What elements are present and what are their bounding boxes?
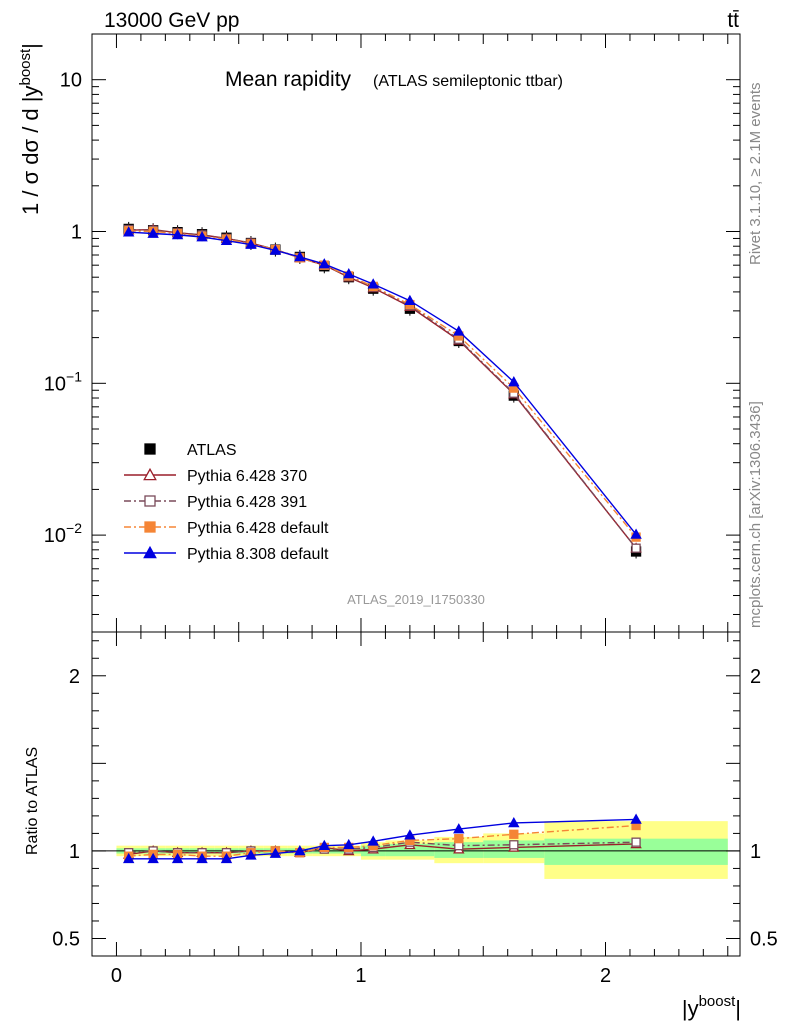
main-point-pythia-8-308-default: [245, 238, 257, 249]
main-point-pythia-8-308-default: [294, 250, 306, 262]
rivet-label: Rivet 3.1.10, ≥ 2.1M events: [747, 83, 764, 266]
ratio-ylabel: Ratio to ATLAS: [24, 747, 41, 855]
analysis-label: ATLAS_2019_I1750330: [347, 592, 485, 607]
main-point-pythia-8-308-default: [343, 268, 355, 279]
legend-entry-pythia-6-428-default: Pythia 6.428 default: [124, 520, 329, 537]
legend-marker: [143, 467, 157, 481]
main-ytick-label: 1: [71, 222, 82, 244]
process-label: tt̄: [727, 9, 739, 32]
ratio-point-pythia-8-308-default: [404, 829, 416, 840]
main-point-pythia-8-308-default: [453, 325, 465, 336]
legend-entry-pythia-8-308-default: Pythia 8.308 default: [124, 545, 329, 563]
ratio-point-pythia-8-308-default: [630, 813, 642, 824]
ratio-ytick-label-right: 1: [750, 841, 761, 863]
xtick-label: 2: [600, 965, 611, 987]
ratio-point-pythia-8-308-default: [294, 844, 306, 856]
ratio-plot-panel: 2 1 0.5 2 1 0.5 0 1 2: [52, 631, 778, 987]
ratio-point-pythia-8-308-default: [453, 823, 465, 834]
main-point-pythia-8-308-default: [147, 227, 159, 238]
ratio-point-pythia-8-308-default: [220, 852, 233, 864]
main-point-pythia-8-308-default: [367, 278, 379, 289]
main-series-pythia-8-308-default: [122, 226, 642, 539]
x-axis-label: |yboost|: [682, 993, 741, 1021]
legend-entry-pythia-6-428-391: Pythia 6.428 391: [124, 494, 307, 511]
ratio-ytick-label-right: 0.5: [750, 928, 778, 950]
ratio-series-pythia-8-308-default: [122, 813, 642, 864]
xtick-label: 0: [111, 965, 122, 987]
ratio-point-pythia-8-308-default: [343, 838, 355, 850]
main-plot-frame: [91, 33, 741, 633]
energy-label: 13000 GeV pp: [104, 9, 239, 32]
main-point-pythia-8-308-default: [122, 226, 135, 237]
legend-label: Pythia 8.308 default: [187, 546, 329, 563]
main-line-pythia-8-308-default: [128, 231, 637, 535]
main-ytick-label: 10−1: [44, 368, 82, 395]
mcplots-label: mcplots.cern.ch [arXiv:1306.3436]: [747, 401, 764, 628]
ratio-axis-ticks: 2 1 0.5 2 1 0.5 0 1 2: [52, 632, 778, 987]
legend-marker: [144, 521, 156, 533]
main-plot-panel: 10 1 10−1 10−2 ATLAS Pythia 6.428 370 Pythia …: [44, 33, 741, 633]
legend-marker: [144, 443, 156, 455]
legend-label: ATLAS: [187, 442, 237, 459]
main-point-pythia-8-308-default: [196, 231, 208, 242]
main-point-pythia-8-308-default: [404, 294, 416, 306]
main-point-pythia-8-308-default: [171, 228, 184, 240]
main-line-pythia-6-428-default: [128, 230, 637, 538]
ratio-point-pythia-6-428-391: [509, 840, 519, 850]
main-point-pythia-8-308-default: [220, 234, 233, 246]
legend-entry-atlas: ATLAS: [144, 442, 237, 459]
ratio-ytick-label: 0.5: [52, 928, 80, 950]
ratio-series-group: [122, 813, 642, 864]
ratio-plot-frame: [91, 631, 741, 957]
ratio-point-pythia-8-308-default: [367, 835, 379, 846]
ratio-point-pythia-8-308-default: [269, 847, 282, 858]
plot-title: Mean rapidity: [225, 68, 352, 91]
ratio-point-pythia-6-428-default: [454, 834, 464, 844]
legend-marker: [143, 545, 157, 559]
xtick-label: 1: [355, 965, 366, 987]
ratio-band-inner: [385, 843, 435, 857]
ratio-point-pythia-6-428-391: [631, 837, 641, 847]
ratio-point-pythia-8-308-default: [122, 852, 135, 864]
main-axis-ticks: 10 1 10−1 10−2: [44, 33, 740, 632]
ratio-ytick-label-right: 2: [750, 666, 761, 688]
ratio-point-pythia-8-308-default: [171, 852, 184, 864]
main-ytick-label: 10−2: [44, 520, 82, 547]
main-point-pythia-8-308-default: [318, 258, 331, 269]
legend-label: Pythia 6.428 370: [187, 468, 307, 485]
main-point-pythia-8-308-default: [630, 528, 642, 539]
ratio-uncertainty-bands: [92, 821, 740, 879]
main-point-pythia-8-308-default: [508, 376, 520, 387]
ratio-point-pythia-6-428-default: [509, 829, 519, 839]
legend-marker: [144, 495, 156, 507]
plot-subtitle: (ATLAS semileptonic ttbar): [373, 73, 563, 90]
ratio-point-pythia-8-308-default: [147, 852, 159, 864]
ratio-point-pythia-8-308-default: [245, 849, 257, 860]
main-series-group: [122, 221, 642, 559]
main-point-pythia-8-308-default: [269, 244, 282, 255]
main-ytick-label: 10: [60, 70, 82, 92]
main-point-pythia-6-428-391: [631, 543, 641, 553]
legend: ATLAS Pythia 6.428 370 Pythia 6.428 391 Pyt…: [124, 442, 329, 563]
ratio-ytick-label: 1: [69, 841, 80, 863]
legend-label: Pythia 6.428 default: [187, 520, 329, 537]
main-line-pythia-6-428-391: [128, 228, 637, 549]
ratio-point-pythia-8-308-default: [318, 839, 331, 850]
ratio-ytick-label: 2: [69, 666, 80, 688]
main-ylabel: 1 / σ dσ / d |yboost|: [17, 43, 43, 215]
legend-entry-pythia-6-428-370: Pythia 6.428 370: [124, 467, 307, 485]
ratio-point-pythia-8-308-default: [508, 816, 520, 828]
ratio-point-pythia-8-308-default: [196, 852, 208, 864]
legend-label: Pythia 6.428 391: [187, 494, 307, 511]
